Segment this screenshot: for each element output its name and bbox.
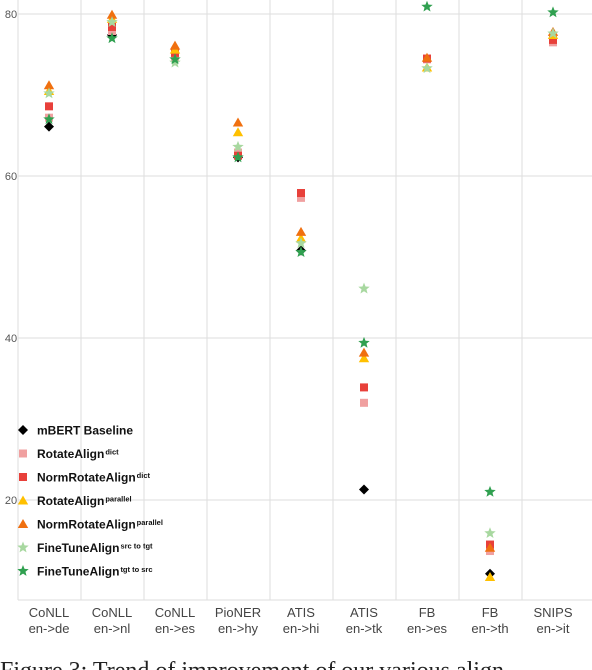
legend-superscript: src to tgt <box>120 542 153 551</box>
data-point <box>295 237 307 249</box>
category-label-bottom: en->th <box>471 621 508 636</box>
legend-label: RotateAlign <box>37 447 104 461</box>
category-label-bottom: en->es <box>407 621 448 636</box>
data-point <box>358 353 370 363</box>
category-label-top: SNIPS <box>533 605 572 620</box>
data-point <box>484 571 496 581</box>
data-point <box>108 27 116 36</box>
data-point <box>297 193 305 202</box>
category-label-bottom: en->de <box>29 621 70 636</box>
category-label-bottom: en->es <box>155 621 196 636</box>
legend-superscript: tgt to src <box>120 565 152 574</box>
data-point <box>295 226 307 236</box>
legend-item: mBERT Baseline <box>18 424 133 438</box>
legend-superscript: parallel <box>137 518 163 527</box>
category-label-top: FB <box>482 605 499 620</box>
data-point <box>547 6 559 18</box>
category-label-bottom: en->tk <box>346 621 383 636</box>
data-point <box>106 9 118 19</box>
category-label-bottom: en->hi <box>283 621 320 636</box>
data-point <box>232 151 244 163</box>
data-point <box>232 117 244 127</box>
legend-label: mBERT Baseline <box>37 424 133 438</box>
data-point <box>421 62 433 74</box>
data-point <box>297 189 305 198</box>
legend-label: RotateAlign <box>37 494 104 508</box>
category-label-bottom: en->hy <box>218 621 259 636</box>
data-point <box>295 246 307 257</box>
legend-marker <box>18 425 28 435</box>
data-point <box>360 398 368 407</box>
data-point <box>43 80 55 90</box>
y-tick-label: 40 <box>5 333 17 345</box>
legend-item: RotateAlign parallel <box>17 494 132 508</box>
category-label-bottom: en->it <box>537 621 570 636</box>
legend-marker <box>17 541 29 553</box>
legend-marker <box>17 495 29 505</box>
x-axis-categories: CoNLLen->deCoNLLen->nlCoNLLen->esPioNERe… <box>29 605 573 636</box>
data-point <box>421 52 433 62</box>
category-label-bottom: en->nl <box>94 621 131 636</box>
data-point <box>359 484 369 495</box>
data-point <box>43 113 55 125</box>
legend-item: FineTuneAlign tgt to src <box>17 565 153 579</box>
data-point <box>44 121 54 132</box>
data-point <box>108 22 116 31</box>
legend-superscript: dict <box>105 448 119 457</box>
legend-label: NormRotateAlign <box>37 471 136 485</box>
legend-item: FineTuneAlign src to tgt <box>17 541 153 555</box>
legend-superscript: parallel <box>105 495 131 504</box>
data-point <box>358 336 370 348</box>
data-point <box>358 282 370 294</box>
data-point <box>106 16 118 27</box>
legend-marker <box>17 565 29 576</box>
legend-label: FineTuneAlign <box>37 541 119 555</box>
y-tick-label: 20 <box>5 495 17 507</box>
data-point <box>43 87 55 99</box>
legend-label: NormRotateAlign <box>37 518 136 532</box>
data-point <box>547 27 559 39</box>
data-points <box>43 0 559 581</box>
y-tick-label: 60 <box>5 171 17 183</box>
legend-item: NormRotateAlign parallel <box>17 518 163 532</box>
data-point <box>169 53 181 65</box>
category-label-top: FB <box>419 605 436 620</box>
series-5-points <box>43 16 559 539</box>
data-point <box>358 347 370 357</box>
category-label-top: ATIS <box>350 605 378 620</box>
data-point <box>106 32 118 44</box>
data-point <box>232 127 244 137</box>
legend-marker <box>19 449 27 458</box>
legend-marker <box>17 519 29 528</box>
data-point <box>484 542 496 552</box>
legend-superscript: dict <box>137 471 151 480</box>
data-point <box>232 140 244 152</box>
y-tick-label: 80 <box>5 9 17 21</box>
y-axis-ticks: 20 40 60 80 <box>5 9 17 507</box>
legend-marker <box>19 473 27 481</box>
data-point <box>169 40 181 50</box>
series-6-points <box>43 0 559 497</box>
figure-caption: Figure 3: Trend of improvement of our va… <box>0 658 512 670</box>
legend-item: RotateAlign dict <box>19 447 119 461</box>
category-label-top: CoNLL <box>155 605 195 620</box>
data-point <box>421 0 433 12</box>
category-label-top: ATIS <box>287 605 315 620</box>
data-point <box>484 485 496 497</box>
grid-lines <box>17 0 592 601</box>
category-label-top: CoNLL <box>92 605 132 620</box>
legend-item: NormRotateAlign dict <box>19 471 151 485</box>
data-point <box>484 527 496 539</box>
category-label-top: CoNLL <box>29 605 69 620</box>
data-point <box>45 102 53 111</box>
data-point <box>360 383 368 392</box>
legend-label: FineTuneAlign <box>37 565 119 579</box>
data-point <box>169 56 181 68</box>
data-point <box>549 35 557 44</box>
category-label-top: PioNER <box>215 605 261 620</box>
